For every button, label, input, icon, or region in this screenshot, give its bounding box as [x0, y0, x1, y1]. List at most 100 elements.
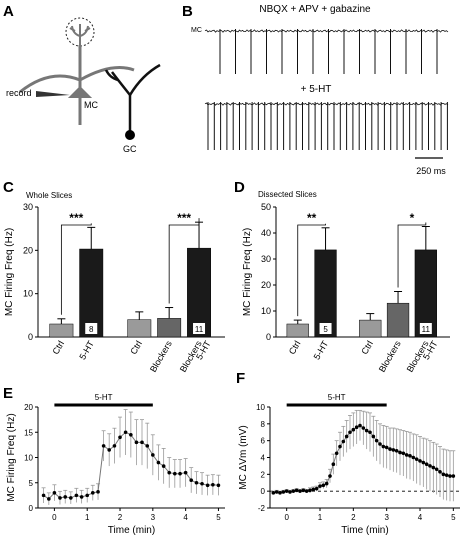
panel-f-letter: F: [236, 370, 245, 387]
n-label-box: [419, 323, 432, 334]
data-point: [364, 428, 369, 433]
category-label: Ctrl: [359, 339, 375, 356]
x-tick-label: 0: [52, 513, 57, 522]
n-label-box: [193, 323, 206, 334]
category-label: 5-HT: [77, 339, 96, 362]
panel-e: E 5-HT 0 5 10 15 20 0 1 2 3 4 5 Time (min) MC Firing…: [3, 385, 225, 536]
data-point: [354, 425, 359, 430]
data-point: [351, 427, 356, 432]
data-point: [281, 490, 286, 494]
panel-d-subtitle: Dissected Slices: [258, 190, 317, 199]
panel-c-subtitle: Whole Slices: [26, 191, 72, 200]
data-point: [298, 489, 302, 493]
x-axis-label: Time (min): [341, 525, 388, 536]
panel-b-title: NBQX + APV + gabazine: [259, 4, 371, 15]
data-point: [79, 495, 84, 499]
y-tick-label: 0: [29, 504, 34, 513]
bar: [386, 302, 410, 338]
data-point: [434, 467, 439, 472]
data-point: [398, 450, 402, 455]
bar: [127, 319, 152, 338]
significance-label: ***: [177, 211, 191, 225]
data-point: [301, 488, 306, 493]
record-label: record: [6, 88, 32, 98]
5ht-trace-baseline: [204, 102, 449, 106]
y-tick-label: 0: [28, 332, 33, 342]
data-point: [52, 491, 57, 495]
data-point: [408, 454, 412, 458]
y-axis-label: MC Firing Freq (Hz): [6, 413, 17, 501]
data-point: [314, 486, 319, 491]
x-tick-label: 3: [151, 513, 156, 522]
category-label: Blockers: [377, 339, 403, 374]
panel-d: D Dissected Slices 0 10 20 30 40 50 MC Firing …: [234, 179, 450, 374]
data-point: [278, 491, 282, 495]
data-point: [421, 460, 426, 465]
x-tick-label: 2: [351, 513, 356, 522]
y-axis-label: MC Firing Freq (Hz): [4, 228, 15, 316]
x-axis-label: Time (min): [108, 525, 155, 536]
data-point: [391, 448, 396, 452]
data-point: [381, 444, 386, 449]
granule-cell-icon: [104, 63, 161, 133]
data-point: [401, 451, 406, 456]
record-electrode-icon: [36, 91, 70, 97]
y-tick-label: -2: [258, 504, 266, 513]
data-point: [151, 453, 155, 457]
y-tick-label: 10: [261, 306, 271, 316]
n-label: 11: [195, 325, 204, 334]
data-point: [205, 483, 210, 488]
y-tick-label: 10: [24, 454, 33, 463]
significance-bracket: [397, 222, 427, 288]
data-point: [112, 444, 117, 448]
category-label: Ctrl: [287, 339, 303, 356]
data-point: [134, 440, 139, 445]
y-tick-label: 20: [23, 245, 33, 255]
data-point: [101, 444, 106, 448]
y-tick-label: 5: [29, 479, 34, 488]
data-point: [140, 440, 144, 445]
data-point: [318, 484, 322, 488]
category-label: 5-HT: [312, 339, 331, 362]
data-point: [96, 490, 100, 494]
chart-d: 0 10 20 30 40 50 MC Firing Freq (Hz) Ctrl 5 5-HT C…: [242, 202, 450, 374]
significance-label: *: [410, 211, 415, 225]
data-point: [74, 493, 79, 498]
data-point: [173, 471, 177, 476]
data-point: [438, 470, 442, 474]
data-point: [118, 435, 122, 440]
x-tick-label: 4: [418, 513, 423, 522]
y-tick-label: 10: [23, 289, 33, 299]
bar: [157, 318, 182, 338]
data-point: [47, 497, 51, 501]
data-point: [167, 470, 172, 475]
gc-label: GC: [123, 144, 137, 154]
panel-a-letter: A: [3, 3, 14, 20]
y-axis-label: MC ΔVm (mV): [238, 425, 249, 489]
data-point: [284, 489, 289, 493]
x-tick-label: 1: [318, 513, 323, 522]
data-point: [178, 471, 182, 476]
data-point: [90, 491, 95, 495]
data-point: [324, 481, 329, 486]
significance-label: **: [307, 211, 317, 225]
data-point: [156, 460, 161, 465]
data-point: [371, 434, 376, 439]
panel-b: B NBQX + APV + gabazine MC + 5-HT 250 ms: [182, 3, 449, 176]
category-label: Blockers: [148, 339, 174, 374]
mitral-cell-icon: [19, 45, 135, 125]
y-tick-label: 0: [266, 332, 271, 342]
data-point: [189, 478, 194, 483]
x-tick-label: 1: [85, 513, 90, 522]
data-point: [431, 465, 436, 470]
data-point: [368, 430, 372, 435]
y-tick-label: 40: [261, 228, 271, 238]
panel-e-letter: E: [3, 385, 13, 402]
data-point: [288, 490, 292, 494]
trace-5ht: [204, 102, 449, 150]
y-tick-label: 8: [261, 420, 266, 429]
data-point: [145, 444, 150, 448]
data-point: [338, 444, 342, 449]
y-tick-label: 50: [261, 202, 271, 212]
